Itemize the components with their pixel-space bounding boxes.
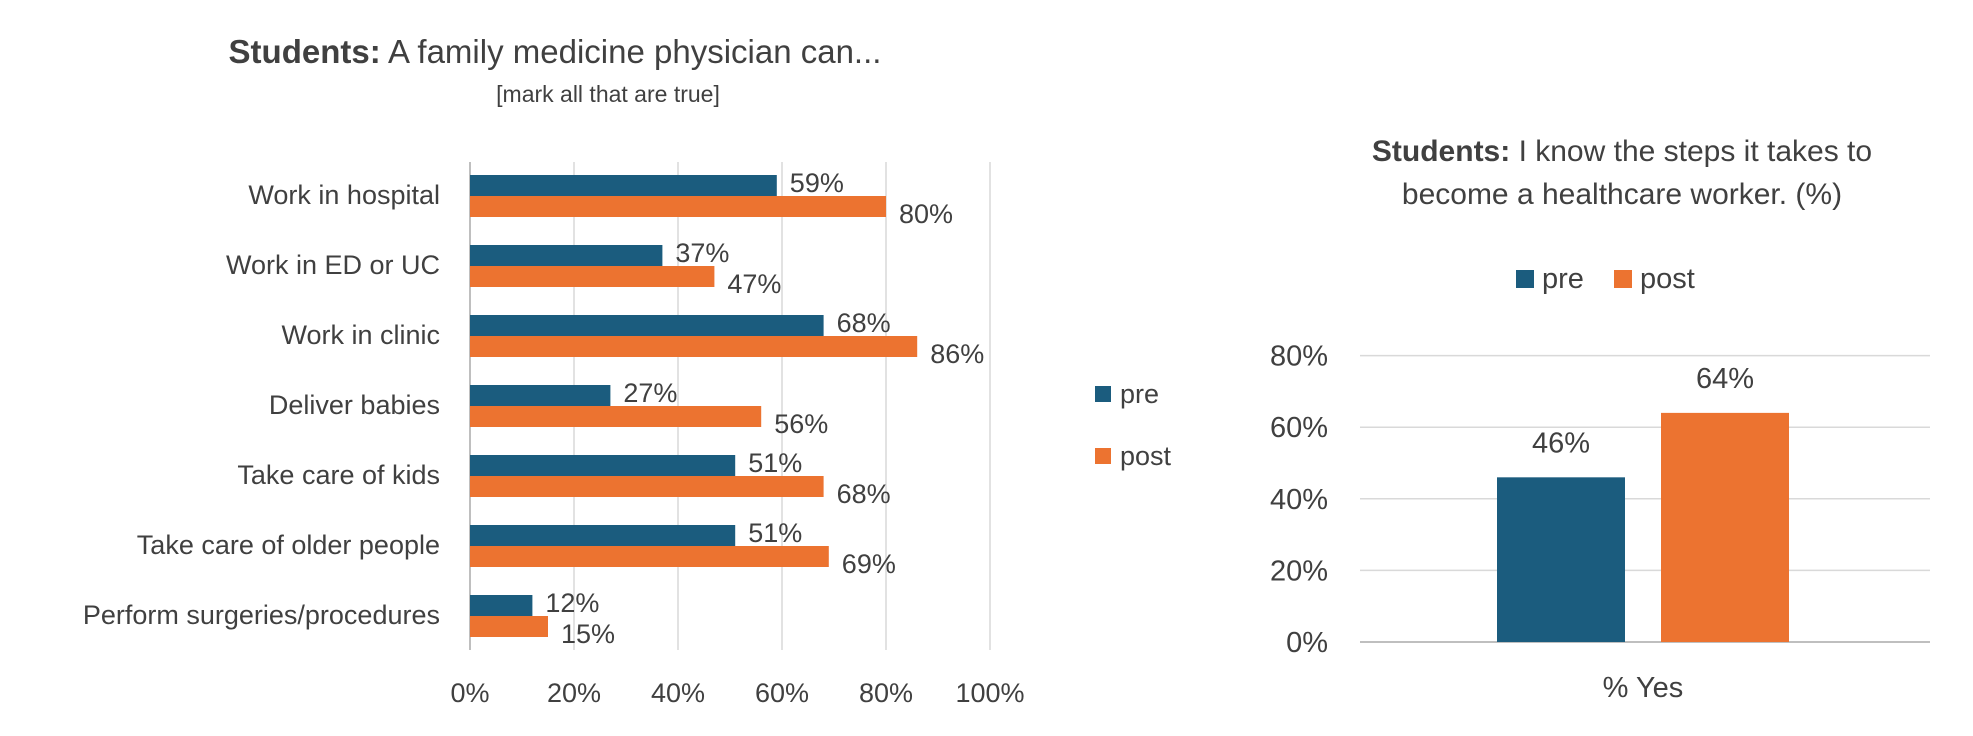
left-tick-label: 0%: [450, 678, 489, 708]
right-tick-label: 0%: [1286, 627, 1328, 659]
right-category-label: % Yes: [1603, 672, 1684, 704]
left-legend: pre post: [1095, 379, 1172, 471]
left-tick-label: 20%: [547, 678, 601, 708]
left-data-label-pre: 12%: [545, 588, 599, 618]
left-data-label-post: 86%: [930, 339, 984, 369]
right-chart-title-line2: become a healthcare worker. (%): [1402, 178, 1842, 211]
right-legend: pre post: [1516, 263, 1695, 295]
left-legend-pre-label: pre: [1120, 379, 1159, 409]
left-category-label: Deliver babies: [269, 390, 440, 420]
left-data-label-pre: 59%: [790, 168, 844, 198]
left-category-labels: Work in hospital Work in ED or UC Work in …: [83, 180, 440, 630]
right-data-label-pre: 46%: [1532, 427, 1590, 459]
right-bar-pre: [1497, 477, 1625, 642]
left-bar-pre: [470, 315, 824, 336]
left-bar-post: [470, 546, 829, 567]
left-tick-label: 40%: [651, 678, 705, 708]
right-tick-labels: 0% 20% 40% 60% 80%: [1270, 341, 1328, 659]
left-tick-label: 80%: [859, 678, 913, 708]
left-legend-post-label: post: [1120, 441, 1172, 471]
left-category-label: Work in clinic: [281, 320, 440, 350]
left-category-label: Work in hospital: [248, 180, 440, 210]
left-bar-pre: [470, 245, 663, 266]
right-gridlines: [1360, 354, 1930, 643]
left-category-label: Take care of older people: [137, 530, 440, 560]
left-bar-pre: [470, 385, 611, 406]
left-category-label: Take care of kids: [237, 460, 440, 490]
left-bar-pre: [470, 175, 777, 196]
left-data-label-pre: 37%: [675, 238, 729, 268]
left-bar-pre: [470, 525, 736, 546]
right-legend-pre-label: pre: [1542, 263, 1584, 295]
right-chart-title-line1: Students: I know the steps it takes to: [1372, 135, 1872, 168]
left-bars: [470, 175, 918, 637]
right-title-rest: I know the steps it takes to: [1510, 135, 1872, 168]
left-legend-pre-swatch: [1095, 386, 1111, 402]
left-tick-label: 60%: [755, 678, 809, 708]
left-category-label: Work in ED or UC: [226, 250, 440, 280]
right-title-bold: Students:: [1372, 135, 1510, 168]
left-chart-title: Students: A family medicine physician ca…: [229, 33, 882, 70]
left-data-label-pre: 68%: [837, 308, 891, 338]
left-bar-pre: [470, 455, 736, 476]
right-data-label-post: 64%: [1696, 363, 1754, 395]
left-legend-post-swatch: [1095, 448, 1111, 464]
left-bar-post: [470, 266, 715, 287]
left-bar-post: [470, 406, 762, 427]
left-bar-post: [470, 476, 824, 497]
left-bar-post: [470, 196, 886, 217]
left-data-label-post: 69%: [842, 549, 896, 579]
right-tick-label: 40%: [1270, 484, 1328, 516]
left-data-label-post: 56%: [774, 409, 828, 439]
left-data-label-post: 15%: [561, 619, 615, 649]
left-data-label-pre: 51%: [748, 448, 802, 478]
right-legend-pre-swatch: [1516, 270, 1534, 288]
left-tick-labels: 0% 20% 40% 60% 80% 100%: [450, 678, 1024, 708]
left-title-bold: Students:: [229, 33, 381, 70]
left-bar-post: [470, 616, 548, 637]
right-data-labels: 46% 64%: [1532, 363, 1754, 459]
left-bar-post: [470, 336, 918, 357]
right-tick-label: 80%: [1270, 341, 1328, 373]
left-data-labels: 59% 80% 37%47% 68% 86% 27% 56% 51% 68% 51% 69% 12%1…: [545, 168, 984, 649]
left-bar-pre: [470, 595, 533, 616]
right-tick-label: 60%: [1270, 412, 1328, 444]
left-data-label-pre: 27%: [623, 378, 677, 408]
left-data-label-post: 80%: [899, 199, 953, 229]
left-category-label: Perform surgeries/procedures: [83, 600, 440, 630]
left-tick-label: 100%: [955, 678, 1024, 708]
right-bars: [1497, 412, 1789, 642]
right-legend-post-label: post: [1640, 263, 1695, 295]
left-title-rest: A family medicine physician can...: [381, 33, 882, 70]
right-bar-post: [1661, 412, 1789, 642]
left-data-label-post: 68%: [837, 479, 891, 509]
left-data-label-post: 47%: [727, 269, 781, 299]
left-chart-subtitle: [mark all that are true]: [496, 81, 720, 107]
right-legend-post-swatch: [1614, 270, 1632, 288]
right-tick-label: 20%: [1270, 555, 1328, 587]
left-data-label-pre: 51%: [748, 518, 802, 548]
